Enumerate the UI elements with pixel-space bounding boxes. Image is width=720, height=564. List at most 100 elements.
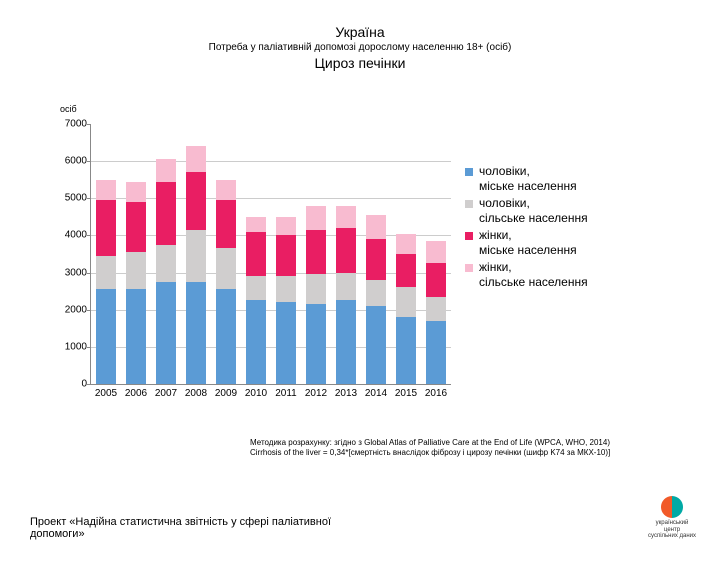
bar-segment — [216, 200, 236, 248]
x-tick-label: 2009 — [211, 388, 241, 399]
y-tick-label: 4000 — [65, 230, 87, 241]
bar-group — [336, 206, 356, 384]
bar-segment — [246, 300, 266, 384]
bar-segment — [216, 180, 236, 200]
y-tick-label: 5000 — [65, 193, 87, 204]
logo-text-2: центр — [648, 527, 696, 534]
x-tick-label: 2015 — [391, 388, 421, 399]
legend-item: жінки,міське населення — [465, 228, 588, 258]
bar-segment — [156, 159, 176, 181]
y-tick — [87, 161, 91, 162]
y-tick-label: 1000 — [65, 341, 87, 352]
bar-segment — [216, 289, 236, 384]
bar-segment — [126, 252, 146, 289]
bar-segment — [276, 235, 296, 276]
bar-segment — [156, 182, 176, 245]
bar-segment — [426, 297, 446, 321]
bar-segment — [306, 304, 326, 384]
legend-label: чоловіки,сільське населення — [479, 196, 588, 226]
method-note: Методика розрахунку: згідно з Global Atl… — [250, 438, 610, 457]
bar-group — [396, 234, 416, 384]
bar-group — [276, 217, 296, 384]
bar-segment — [336, 300, 356, 384]
bar-segment — [366, 239, 386, 280]
bar-segment — [306, 230, 326, 275]
bar-segment — [186, 146, 206, 172]
bar-segment — [426, 263, 446, 296]
x-tick-label: 2007 — [151, 388, 181, 399]
legend-swatch — [465, 168, 473, 176]
bar-segment — [276, 276, 296, 302]
x-tick-label: 2005 — [91, 388, 121, 399]
plot-area: 0100020003000400050006000700020052006200… — [90, 124, 451, 385]
bar-group — [426, 241, 446, 384]
bar-segment — [396, 287, 416, 317]
method-note-line1: Методика розрахунку: згідно з Global Atl… — [250, 438, 610, 448]
bar-segment — [96, 256, 116, 289]
bar-segment — [246, 276, 266, 300]
y-tick — [87, 124, 91, 125]
title-block: Україна Потреба у паліативній допомозі д… — [0, 24, 720, 71]
bar-segment — [216, 248, 236, 289]
x-tick-label: 2013 — [331, 388, 361, 399]
y-tick — [87, 384, 91, 385]
bar-segment — [336, 273, 356, 301]
y-tick-label: 7000 — [65, 119, 87, 130]
x-tick-label: 2008 — [181, 388, 211, 399]
bar-group — [246, 217, 266, 384]
bar-segment — [186, 282, 206, 384]
logo-icon — [661, 496, 683, 518]
title-disease: Цироз печінки — [0, 55, 720, 71]
method-note-line2: Cirrhosis of the liver = 0,34*[смертніст… — [250, 448, 610, 458]
bar-segment — [96, 180, 116, 200]
bar-segment — [336, 228, 356, 273]
x-tick-label: 2012 — [301, 388, 331, 399]
bar-segment — [156, 282, 176, 384]
chart: 0100020003000400050006000700020052006200… — [90, 124, 450, 404]
y-tick-label: 3000 — [65, 267, 87, 278]
y-tick — [87, 347, 91, 348]
bar-segment — [276, 302, 296, 384]
bar-group — [366, 215, 386, 384]
bar-segment — [186, 172, 206, 230]
bar-segment — [186, 230, 206, 282]
bar-segment — [366, 306, 386, 384]
footer-project: Проект «Надійна статистична звітність у … — [30, 516, 370, 540]
bar-segment — [276, 217, 296, 236]
legend-item: чоловіки,міське населення — [465, 164, 588, 194]
x-tick-label: 2011 — [271, 388, 301, 399]
x-tick-label: 2006 — [121, 388, 151, 399]
bar-group — [306, 206, 326, 384]
legend-item: чоловіки,сільське населення — [465, 196, 588, 226]
y-tick-label: 0 — [81, 379, 87, 390]
bar-segment — [366, 215, 386, 239]
legend-item: жінки,сільське населення — [465, 260, 588, 290]
bar-group — [96, 180, 116, 384]
bar-group — [216, 180, 236, 384]
legend-label: чоловіки,міське населення — [479, 164, 577, 194]
legend-swatch — [465, 200, 473, 208]
x-tick-label: 2016 — [421, 388, 451, 399]
title-country: Україна — [0, 24, 720, 40]
bar-segment — [156, 245, 176, 282]
bar-segment — [396, 234, 416, 254]
bar-segment — [96, 200, 116, 256]
bar-group — [126, 182, 146, 384]
gridline — [91, 161, 451, 162]
bar-segment — [246, 217, 266, 232]
bar-group — [186, 146, 206, 384]
y-tick-label: 6000 — [65, 156, 87, 167]
y-tick — [87, 273, 91, 274]
logo-text-3: суспільних даних — [648, 533, 696, 540]
bar-segment — [426, 241, 446, 263]
bar-segment — [246, 232, 266, 277]
bar-segment — [126, 182, 146, 202]
bar-segment — [96, 289, 116, 384]
bar-segment — [306, 274, 326, 304]
y-tick — [87, 235, 91, 236]
x-tick-label: 2010 — [241, 388, 271, 399]
bar-segment — [396, 254, 416, 287]
y-axis-unit: осіб — [60, 104, 77, 114]
y-tick-label: 2000 — [65, 304, 87, 315]
bar-segment — [306, 206, 326, 230]
